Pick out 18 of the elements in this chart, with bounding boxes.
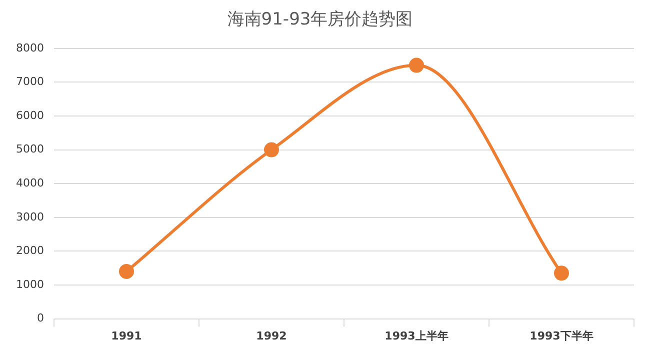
y-tick-label: 5000 (16, 142, 44, 156)
point (554, 266, 569, 281)
y-tick-label: 7000 (16, 75, 44, 88)
y-tick-label: 4000 (16, 176, 44, 190)
y-tick-label: 8000 (16, 41, 44, 54)
x-tick-label: 1993下半年 (530, 329, 594, 342)
x-tick-label: 1993上半年 (384, 329, 448, 342)
chart-title: 海南91-93年房价趋势图 (227, 10, 413, 30)
y-tick-label: 0 (36, 312, 44, 325)
point (118, 264, 134, 279)
y-tick-label: 6000 (16, 108, 44, 122)
y-tick-label: 1000 (16, 278, 44, 291)
point (409, 58, 424, 73)
y-tick-label: 2000 (16, 244, 44, 258)
x-tick-label: 1991 (111, 329, 142, 342)
y-tick-label: 3000 (16, 210, 44, 224)
x-tick-label: 1992 (256, 329, 287, 342)
point (264, 142, 279, 158)
